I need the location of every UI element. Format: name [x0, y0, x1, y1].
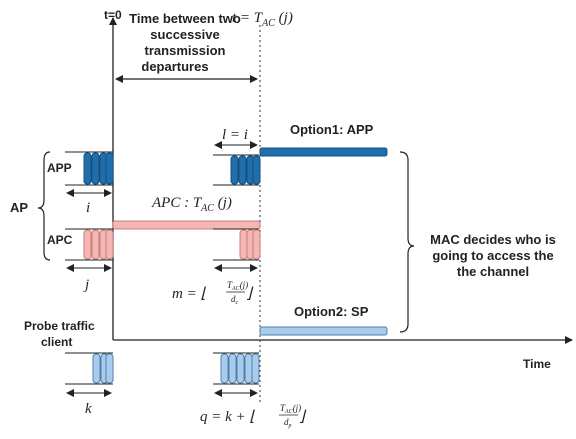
interval-title-line3: transmission [145, 43, 226, 58]
q-equation: q = k + ⌊ TAC(j) dp ⌋ [200, 403, 307, 429]
app-packet [83, 152, 92, 185]
apc-label: APC [47, 233, 73, 247]
ap-brace [37, 151, 51, 261]
probe-label-line2: client [41, 335, 72, 349]
t-equation: t = TAC (j) [232, 10, 293, 29]
probe-packet [251, 353, 260, 384]
m-denominator: dc [231, 294, 239, 306]
app-packet [238, 155, 247, 185]
mac-text: MAC decides who is going to access the t… [430, 232, 556, 279]
apc-packet [105, 229, 114, 260]
ap-label: AP [10, 200, 28, 215]
q-prefix: q = k + ⌊ [200, 409, 255, 425]
m-equation: m = ⌊ TAC(j) dc ⌋ [172, 280, 254, 306]
option1-label: Option1: APP [290, 122, 374, 137]
interval-title-line2: successive [150, 27, 219, 42]
app-label: APP [47, 161, 72, 175]
apc-right-packets [239, 229, 261, 260]
i-label: i [86, 200, 90, 216]
j-label: j [83, 277, 89, 293]
m-numerator: TAC(j) [227, 280, 248, 292]
option1-bar [259, 147, 388, 157]
time-label: Time [523, 357, 551, 371]
option2-bar [259, 326, 388, 336]
q-denominator: dp [284, 417, 292, 429]
probe-right-packets [220, 353, 260, 384]
app-packet [230, 155, 239, 185]
q-numerator: TAC(j) [280, 403, 301, 415]
option2-label: Option2: SP [294, 304, 369, 319]
apc-packets [83, 229, 114, 260]
probe-packet [220, 353, 229, 384]
probe-packets [92, 353, 114, 384]
apc-packet [83, 229, 92, 260]
mac-brace [399, 151, 415, 333]
apc-packet [239, 229, 248, 260]
probe-packet [228, 353, 237, 384]
probe-packet [105, 353, 114, 384]
probe-packet [244, 353, 253, 384]
app-packets [83, 152, 114, 185]
m-prefix: m = ⌊ [172, 286, 206, 302]
apc-packet [91, 229, 100, 260]
m-suffix: ⌋ [246, 286, 254, 302]
mac-line2: going to access the [432, 248, 553, 263]
interval-title-line4: departures [141, 59, 208, 74]
apc-packet [252, 229, 261, 260]
app-right-packets [230, 155, 261, 185]
apc-bar [112, 220, 261, 230]
app-packet [91, 152, 100, 185]
mac-line3: the channel [457, 264, 529, 279]
app-packet [252, 155, 261, 185]
probe-packet [236, 353, 245, 384]
interval-title-line1: Time between two [129, 11, 241, 26]
l-equation: l = i [222, 127, 248, 143]
probe-label-line1: Probe traffic [24, 319, 95, 333]
k-label: k [85, 401, 92, 417]
apc-formula: APC : TAC (j) [151, 195, 232, 214]
t0-label: t=0 [104, 8, 122, 22]
interval-title: Time between two successive transmission… [129, 11, 241, 74]
app-packet [105, 152, 114, 185]
probe-packet [92, 353, 101, 384]
mac-line1: MAC decides who is [430, 232, 556, 247]
q-suffix: ⌋ [299, 409, 307, 425]
